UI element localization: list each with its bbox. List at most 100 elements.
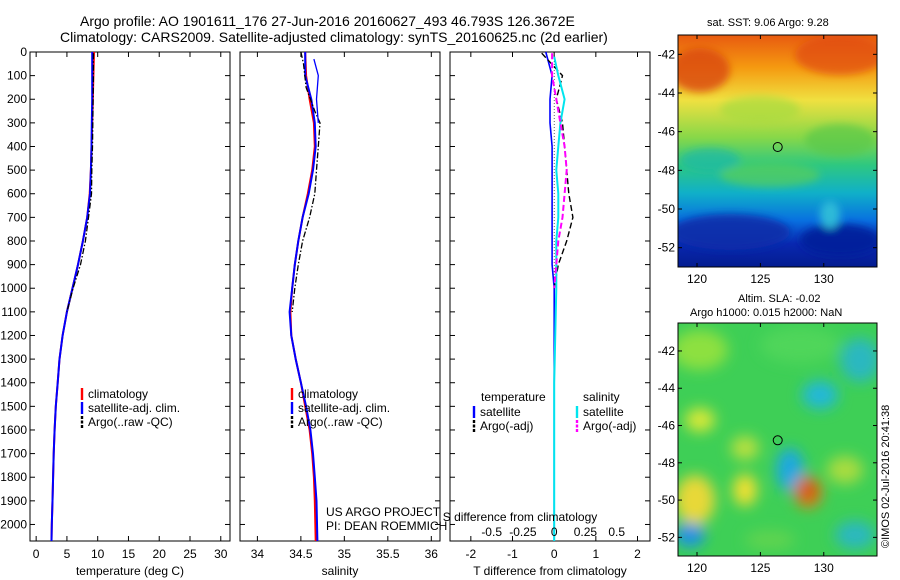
legend-entry: climatology [88, 387, 148, 401]
map-y-tick-label: -50 [658, 493, 676, 507]
x-tick-label: 0 [33, 547, 40, 561]
map-x-tick-label: 120 [687, 561, 707, 575]
salinity-profile-panel: 34 34.5 35 35.5 36 salinity climatologysatelli… [239, 51, 441, 578]
legend-entry: satellite-adj. clim. [298, 401, 390, 415]
float-location-marker [772, 435, 783, 446]
map-y-tick-label: -48 [658, 456, 676, 470]
x-tick-label: 2 [634, 547, 641, 561]
map-x-tick-label: 130 [814, 561, 834, 575]
legend-entry: satellite-adj. clim. [88, 401, 180, 415]
map-y-tick-label: -44 [658, 381, 676, 395]
x-axis-label: salinity [322, 564, 359, 578]
sst-map-frame [677, 34, 878, 268]
legend-entry: satellite [480, 405, 521, 419]
panel-frame [29, 51, 231, 542]
x-tick-label: 36 [425, 547, 439, 561]
legend-entry: Argo(-adj) [480, 419, 533, 433]
y-tick-label: 700 [7, 210, 27, 224]
x-axis-label: temperature (deg C) [76, 564, 184, 578]
map-y-tick-label: -46 [658, 125, 676, 139]
legend-entry: Argo(-adj) [583, 419, 636, 433]
series-line [551, 53, 568, 289]
legend-group-label: salinity [583, 390, 620, 404]
y-tick-label: 800 [7, 234, 27, 248]
legend-entry: satellite [583, 405, 624, 419]
y-tick-label: 200 [7, 92, 27, 106]
x-tick-label: 34 [251, 547, 265, 561]
temperature-profile-panel: 0 5 10 15 20 25 300100200300400500600700800900… [0, 45, 231, 578]
series-line [545, 51, 556, 541]
panel-frame [239, 51, 441, 542]
x-tick-label: 35 [338, 547, 352, 561]
y-tick-label: 300 [7, 116, 27, 130]
y-tick-label: 1200 [0, 328, 27, 342]
legend-entry: Argo(..raw -QC) [298, 415, 383, 429]
map-y-tick-label: -52 [658, 530, 676, 544]
map-y-tick-label: -52 [658, 241, 676, 255]
x-tick-label: 5 [64, 547, 71, 561]
legend-group-label: temperature [481, 390, 546, 404]
y-tick-label: 2000 [0, 517, 27, 531]
x-tick-label: 15 [122, 547, 136, 561]
map-x-tick-label: 125 [750, 272, 770, 286]
x-axis-label: T difference from climatology [473, 564, 627, 578]
y-tick-label: 1600 [0, 423, 27, 437]
y-tick-label: 600 [7, 187, 27, 201]
legend-entry: Argo(..raw -QC) [88, 415, 173, 429]
y-tick-label: 1300 [0, 352, 27, 366]
x-tick-label: 30 [214, 547, 228, 561]
map-y-tick-label: -42 [658, 47, 676, 61]
sla-map-axes: 120 125 130 -42 -44 -46 -48 -50 -52 [658, 323, 877, 575]
map-x-tick-label: 120 [687, 272, 707, 286]
map-y-tick-label: -48 [658, 163, 676, 177]
y-tick-label: 1000 [0, 281, 27, 295]
x2-tick-label: 0.5 [608, 525, 625, 539]
series-line [288, 52, 319, 542]
map-x-tick-label: 125 [750, 561, 770, 575]
x-tick-label: 25 [183, 547, 197, 561]
x-tick-label: -2 [465, 547, 476, 561]
y-tick-label: 1700 [0, 447, 27, 461]
x-tick-label: -1 [507, 547, 518, 561]
sla-map-title: Altim. SLA: -0.02 [738, 293, 821, 305]
difference-profile-panel: -2 -1 0 1 2 T difference from climatology temp… [443, 51, 651, 578]
float-location-marker [772, 141, 783, 152]
sst-map-axes: 120 125 130 -42 -44 -46 -48 -50 -52 [658, 35, 877, 286]
y-tick-label: 100 [7, 69, 27, 83]
map-y-tick-label: -42 [658, 344, 676, 358]
x2-tick-label: 0.25 [574, 525, 598, 539]
figure-title-line1: Argo profile: AO 1901611_176 27-Jun-2016… [80, 13, 575, 29]
x2-tick-label: -0.25 [509, 525, 537, 539]
y-tick-label: 900 [7, 258, 27, 272]
sla-map-frame [677, 322, 878, 557]
figure-title-line2: Climatology: CARS2009. Satellite-adjuste… [60, 29, 608, 45]
x2-tick-label: 0 [551, 525, 558, 539]
series-line [313, 58, 319, 123]
map-y-tick-label: -50 [658, 202, 676, 216]
sla-map-image [678, 323, 877, 556]
series-line [50, 52, 94, 542]
y-tick-label: 1400 [0, 376, 27, 390]
y-tick-label: 1500 [0, 399, 27, 413]
map-y-tick-label: -46 [658, 419, 676, 433]
series-line [291, 51, 321, 312]
project-label: US ARGO PROJECT [326, 505, 441, 519]
x-tick-label: 34.5 [289, 547, 313, 561]
y-tick-label: 1100 [1, 305, 27, 319]
pi-label: PI: DEAN ROEMMICH [326, 519, 447, 533]
map-y-tick-label: -44 [658, 86, 676, 100]
series-line [66, 53, 95, 313]
x2-axis-label: S difference from climatology [443, 510, 598, 524]
sla-map-subtitle: Argo h1000: 0.015 h2000: NaN [690, 307, 842, 319]
x-tick-label: 35.5 [376, 547, 400, 561]
series-line [553, 56, 566, 541]
y-tick-label: 500 [7, 163, 27, 177]
y-tick-label: 1900 [0, 494, 27, 508]
y-tick-label: 400 [7, 139, 27, 153]
legend-entry: climatology [298, 387, 358, 401]
panel-frame [449, 51, 651, 542]
x-tick-label: 20 [153, 547, 167, 561]
x2-tick-label: -0.5 [481, 525, 502, 539]
map-x-tick-label: 130 [814, 272, 834, 286]
